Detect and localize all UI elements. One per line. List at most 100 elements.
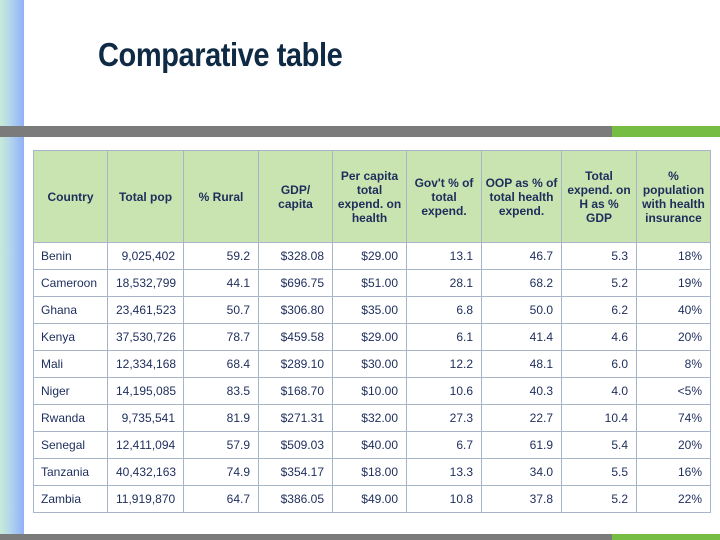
cell-per-capita-expend: $18.00: [332, 458, 407, 486]
table-row: Mali 12,334,168 68.4 $289.10 $30.00 12.2 48.1 6…: [33, 350, 711, 378]
cell-insurance-percent: <5%: [636, 377, 711, 405]
cell-per-capita-expend: $29.00: [332, 242, 407, 270]
header-insurance-percent: % population with health insurance: [636, 150, 711, 243]
cell-oop-percent: 50.0: [481, 296, 562, 324]
cell-insurance-percent: 19%: [636, 269, 711, 297]
cell-rural: 57.9: [183, 431, 259, 459]
cell-gov-percent: 28.1: [406, 269, 482, 297]
top-divider-accent: [612, 126, 720, 137]
cell-country: Kenya: [33, 323, 108, 351]
cell-gov-percent: 6.7: [406, 431, 482, 459]
cell-total-expend-gdp: 10.4: [561, 404, 637, 432]
table-row: Senegal 12,411,094 57.9 $509.03 $40.00 6.7 61.…: [33, 431, 711, 459]
cell-total-pop: 9,025,402: [107, 242, 184, 270]
cell-total-pop: 11,919,870: [107, 485, 184, 513]
table-row: Cameroon 18,532,799 44.1 $696.75 $51.00 28.1 6…: [33, 269, 711, 297]
cell-oop-percent: 48.1: [481, 350, 562, 378]
cell-gov-percent: 10.8: [406, 485, 482, 513]
cell-gdp-capita: $459.58: [258, 323, 333, 351]
cell-per-capita-expend: $40.00: [332, 431, 407, 459]
cell-total-pop: 37,530,726: [107, 323, 184, 351]
cell-insurance-percent: 8%: [636, 350, 711, 378]
slide-title: Comparative table: [98, 36, 343, 73]
cell-gov-percent: 6.1: [406, 323, 482, 351]
cell-rural: 59.2: [183, 242, 259, 270]
cell-rural: 68.4: [183, 350, 259, 378]
cell-insurance-percent: 74%: [636, 404, 711, 432]
cell-total-pop: 12,411,094: [107, 431, 184, 459]
table-header-row: Country Total pop % Rural GDP/ capita Pe…: [33, 150, 711, 243]
cell-total-expend-gdp: 6.2: [561, 296, 637, 324]
cell-insurance-percent: 20%: [636, 431, 711, 459]
cell-rural: 64.7: [183, 485, 259, 513]
cell-total-pop: 40,432,163: [107, 458, 184, 486]
table-row: Rwanda 9,735,541 81.9 $271.31 $32.00 27.3 22.7…: [33, 404, 711, 432]
header-per-capita-expend: Per capita total expend. on health: [332, 150, 407, 243]
cell-per-capita-expend: $32.00: [332, 404, 407, 432]
cell-oop-percent: 41.4: [481, 323, 562, 351]
cell-gdp-capita: $289.10: [258, 350, 333, 378]
cell-insurance-percent: 22%: [636, 485, 711, 513]
table-row: Benin 9,025,402 59.2 $328.08 $29.00 13.1 46.7 5…: [33, 242, 711, 270]
header-total-pop: Total pop: [107, 150, 184, 243]
left-decorative-strip: [0, 0, 24, 540]
table-row: Zambia 11,919,870 64.7 $386.05 $49.00 10.8 37.…: [33, 485, 711, 513]
cell-total-expend-gdp: 5.3: [561, 242, 637, 270]
cell-gov-percent: 10.6: [406, 377, 482, 405]
header-oop-percent: OOP as % of total health expend.: [481, 150, 562, 243]
cell-total-pop: 23,461,523: [107, 296, 184, 324]
cell-total-expend-gdp: 5.2: [561, 485, 637, 513]
top-divider-bar: [0, 126, 720, 137]
cell-gdp-capita: $354.17: [258, 458, 333, 486]
cell-country: Zambia: [33, 485, 108, 513]
cell-country: Benin: [33, 242, 108, 270]
table-row: Niger 14,195,085 83.5 $168.70 $10.00 10.6 40.3…: [33, 377, 711, 405]
cell-gdp-capita: $696.75: [258, 269, 333, 297]
cell-insurance-percent: 18%: [636, 242, 711, 270]
cell-gov-percent: 13.3: [406, 458, 482, 486]
cell-per-capita-expend: $51.00: [332, 269, 407, 297]
cell-insurance-percent: 40%: [636, 296, 711, 324]
cell-gdp-capita: $328.08: [258, 242, 333, 270]
cell-gdp-capita: $386.05: [258, 485, 333, 513]
cell-total-expend-gdp: 6.0: [561, 350, 637, 378]
comparative-table: Country Total pop % Rural GDP/ capita Pe…: [33, 150, 711, 513]
cell-gov-percent: 13.1: [406, 242, 482, 270]
cell-country: Cameroon: [33, 269, 108, 297]
cell-country: Ghana: [33, 296, 108, 324]
cell-insurance-percent: 16%: [636, 458, 711, 486]
cell-oop-percent: 68.2: [481, 269, 562, 297]
cell-per-capita-expend: $30.00: [332, 350, 407, 378]
cell-country: Senegal: [33, 431, 108, 459]
cell-country: Rwanda: [33, 404, 108, 432]
header-rural: % Rural: [183, 150, 259, 243]
cell-rural: 74.9: [183, 458, 259, 486]
header-gov-percent: Gov't % of total expend.: [406, 150, 482, 243]
cell-per-capita-expend: $35.00: [332, 296, 407, 324]
cell-gdp-capita: $271.31: [258, 404, 333, 432]
cell-oop-percent: 46.7: [481, 242, 562, 270]
cell-gdp-capita: $168.70: [258, 377, 333, 405]
table-row: Kenya 37,530,726 78.7 $459.58 $29.00 6.1 41.4 4…: [33, 323, 711, 351]
cell-oop-percent: 34.0: [481, 458, 562, 486]
cell-total-pop: 18,532,799: [107, 269, 184, 297]
cell-total-expend-gdp: 5.4: [561, 431, 637, 459]
cell-total-expend-gdp: 4.0: [561, 377, 637, 405]
cell-rural: 50.7: [183, 296, 259, 324]
cell-total-pop: 12,334,168: [107, 350, 184, 378]
cell-rural: 81.9: [183, 404, 259, 432]
cell-gov-percent: 12.2: [406, 350, 482, 378]
cell-country: Mali: [33, 350, 108, 378]
header-country: Country: [33, 150, 108, 243]
cell-country: Niger: [33, 377, 108, 405]
cell-gov-percent: 27.3: [406, 404, 482, 432]
cell-per-capita-expend: $10.00: [332, 377, 407, 405]
cell-country: Tanzania: [33, 458, 108, 486]
cell-per-capita-expend: $49.00: [332, 485, 407, 513]
cell-rural: 78.7: [183, 323, 259, 351]
cell-total-pop: 14,195,085: [107, 377, 184, 405]
table-row: Tanzania 40,432,163 74.9 $354.17 $18.00 13.3 3…: [33, 458, 711, 486]
cell-gdp-capita: $509.03: [258, 431, 333, 459]
bottom-divider-bar: [0, 534, 720, 540]
cell-per-capita-expend: $29.00: [332, 323, 407, 351]
